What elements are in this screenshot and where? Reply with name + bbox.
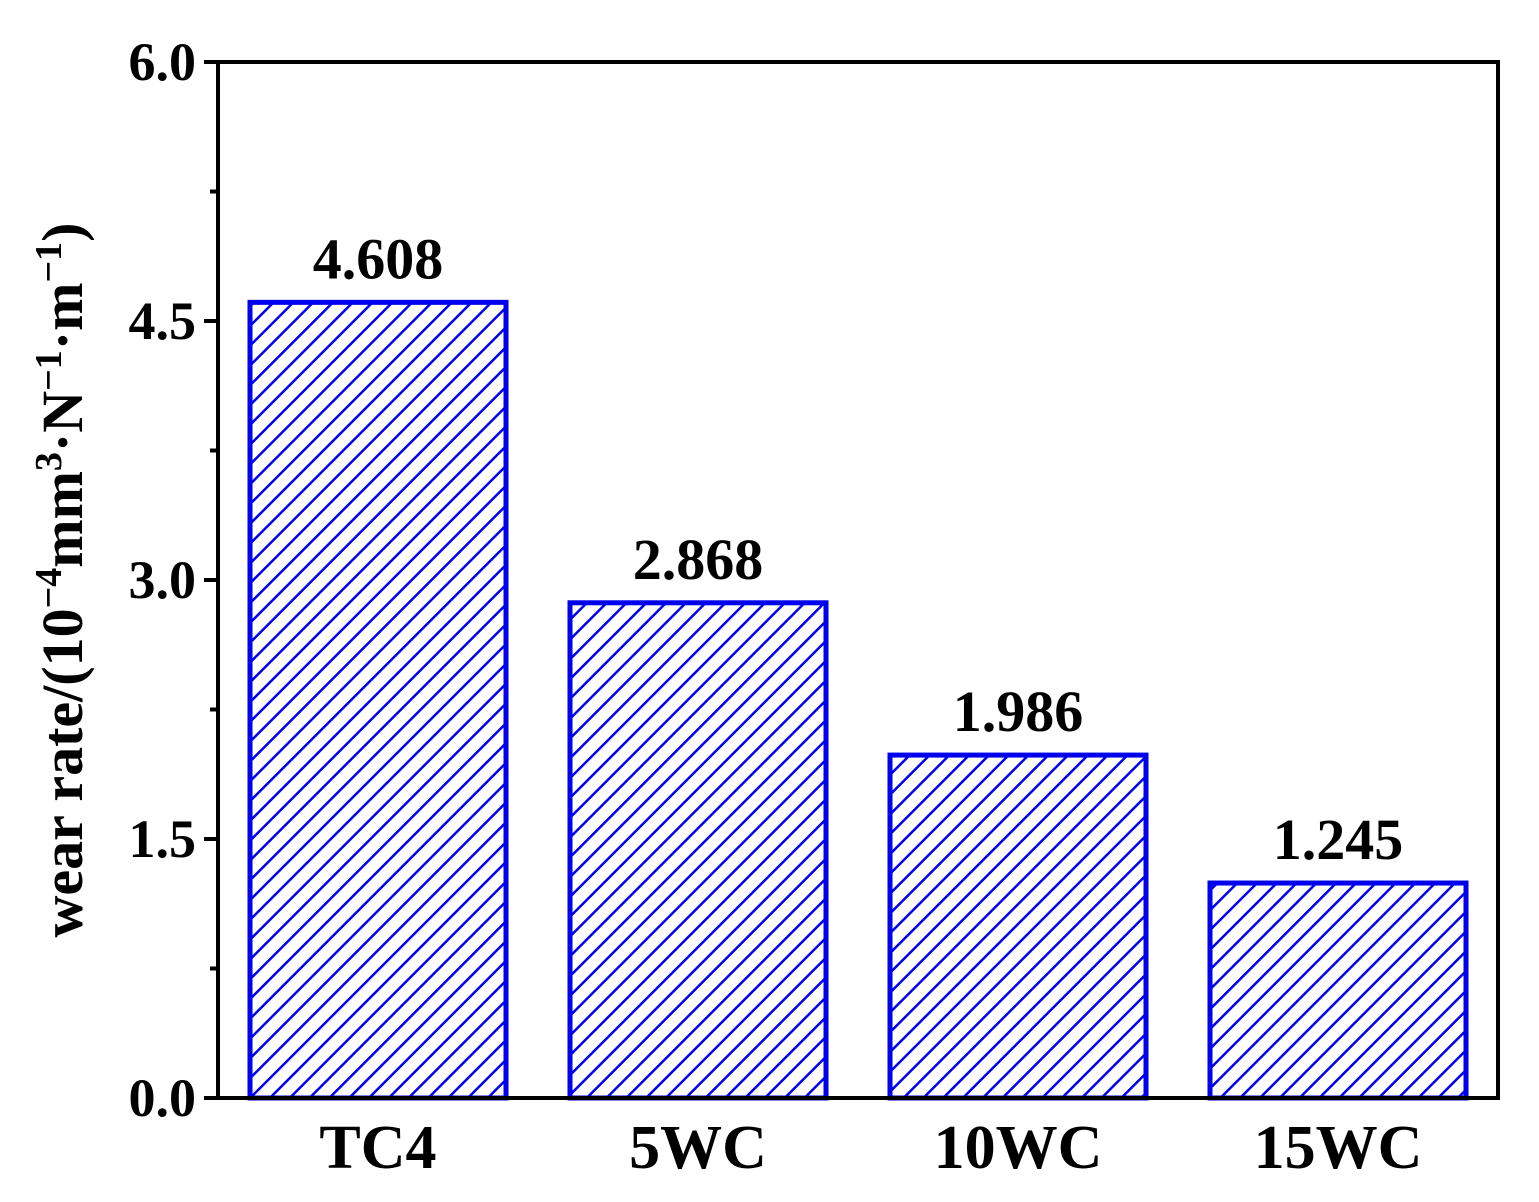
x-axis-category-labels: TC4 5WC 10WC 15WC xyxy=(319,1114,1422,1182)
y-axis-title: wear rate/(10−4mm3·N−1·m−1) xyxy=(28,223,95,938)
bar-value-label: 1.245 xyxy=(1273,807,1404,872)
bar-tc4 xyxy=(247,299,509,1101)
bar-value-label: 4.608 xyxy=(313,226,444,291)
y-tick-label: 4.5 xyxy=(129,291,197,351)
x-category-label: TC4 xyxy=(319,1114,436,1182)
x-category-label: 5WC xyxy=(629,1114,767,1182)
bars-layer xyxy=(247,299,1469,1101)
y-axis-tick-labels: 0.0 1.5 3.0 4.5 6.0 xyxy=(129,32,197,1128)
y-tick-label: 0.0 xyxy=(129,1068,197,1128)
plot-frame xyxy=(216,60,1500,1100)
y-tick-label: 3.0 xyxy=(129,550,197,610)
x-category-label: 15WC xyxy=(1254,1114,1423,1182)
bar-5wc xyxy=(567,600,829,1101)
y-tick-label: 6.0 xyxy=(129,32,197,92)
y-axis-ticks xyxy=(204,60,218,1100)
bar-value-label: 2.868 xyxy=(633,527,764,592)
y-tick-label: 1.5 xyxy=(129,809,197,869)
x-category-label: 10WC xyxy=(934,1114,1103,1182)
bar-value-labels: 4.608 2.868 1.986 1.245 xyxy=(313,226,1404,872)
bar-value-label: 1.986 xyxy=(953,679,1084,744)
bar-10wc xyxy=(887,752,1149,1101)
bar-15wc xyxy=(1207,880,1469,1101)
